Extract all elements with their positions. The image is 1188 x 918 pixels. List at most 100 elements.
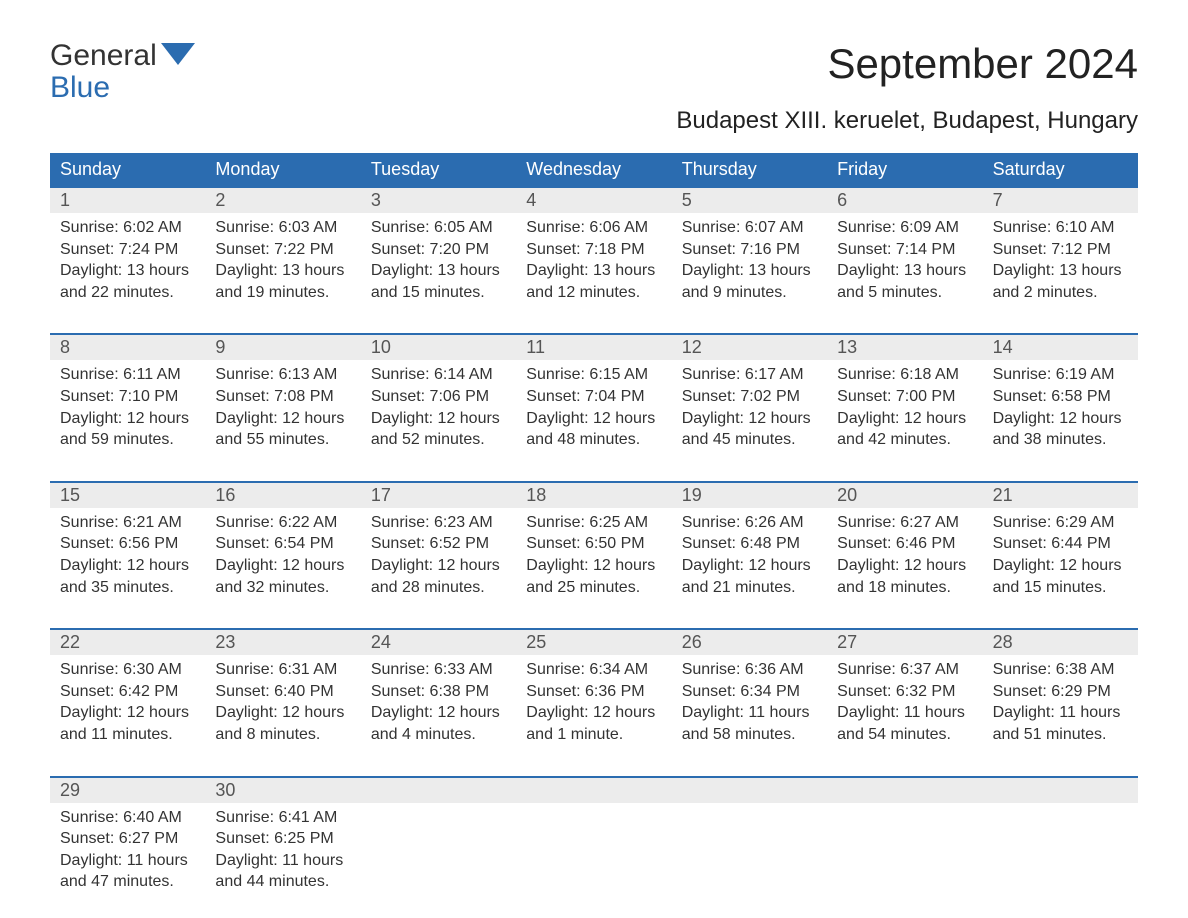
logo-text-top: General — [50, 40, 157, 72]
day-sunset: Sunset: 7:10 PM — [60, 386, 195, 408]
calendar-week: 22232425262728Sunrise: 6:30 AMSunset: 6:… — [50, 628, 1138, 755]
day-sunset: Sunset: 6:29 PM — [993, 681, 1128, 703]
day-sunrise: Sunrise: 6:31 AM — [215, 659, 350, 681]
day-number: 7 — [983, 188, 1138, 213]
day-number: 28 — [983, 630, 1138, 655]
day-sunrise: Sunrise: 6:34 AM — [526, 659, 661, 681]
day-number — [672, 778, 827, 803]
day-cell: Sunrise: 6:27 AMSunset: 6:46 PMDaylight:… — [827, 508, 982, 608]
day-d2: and 22 minutes. — [60, 282, 195, 304]
page-subtitle: Budapest XIII. keruelet, Budapest, Hunga… — [50, 107, 1138, 135]
page-title: September 2024 — [827, 40, 1138, 88]
day-sunrise: Sunrise: 6:18 AM — [837, 364, 972, 386]
day-sunset: Sunset: 6:34 PM — [682, 681, 817, 703]
day-sunset: Sunset: 6:36 PM — [526, 681, 661, 703]
day-sunset: Sunset: 6:48 PM — [682, 533, 817, 555]
day-sunrise: Sunrise: 6:10 AM — [993, 217, 1128, 239]
day-cell — [672, 803, 827, 903]
day-sunset: Sunset: 7:12 PM — [993, 239, 1128, 261]
day-sunrise: Sunrise: 6:06 AM — [526, 217, 661, 239]
day-sunrise: Sunrise: 6:23 AM — [371, 512, 506, 534]
day-d1: Daylight: 13 hours — [371, 260, 506, 282]
day-d2: and 48 minutes. — [526, 429, 661, 451]
day-d2: and 11 minutes. — [60, 724, 195, 746]
day-d2: and 58 minutes. — [682, 724, 817, 746]
day-number: 24 — [361, 630, 516, 655]
day-sunset: Sunset: 7:20 PM — [371, 239, 506, 261]
day-d2: and 44 minutes. — [215, 871, 350, 893]
day-sunset: Sunset: 7:22 PM — [215, 239, 350, 261]
day-cell: Sunrise: 6:05 AMSunset: 7:20 PMDaylight:… — [361, 213, 516, 313]
day-cell: Sunrise: 6:22 AMSunset: 6:54 PMDaylight:… — [205, 508, 360, 608]
day-d1: Daylight: 12 hours — [215, 408, 350, 430]
day-d2: and 51 minutes. — [993, 724, 1128, 746]
day-d1: Daylight: 12 hours — [837, 555, 972, 577]
day-d2: and 32 minutes. — [215, 577, 350, 599]
day-number: 26 — [672, 630, 827, 655]
day-sunset: Sunset: 7:24 PM — [60, 239, 195, 261]
day-sunrise: Sunrise: 6:22 AM — [215, 512, 350, 534]
day-sunset: Sunset: 6:52 PM — [371, 533, 506, 555]
day-sunrise: Sunrise: 6:05 AM — [371, 217, 506, 239]
day-cell: Sunrise: 6:18 AMSunset: 7:00 PMDaylight:… — [827, 360, 982, 460]
day-cell: Sunrise: 6:34 AMSunset: 6:36 PMDaylight:… — [516, 655, 671, 755]
day-d2: and 59 minutes. — [60, 429, 195, 451]
day-cell: Sunrise: 6:07 AMSunset: 7:16 PMDaylight:… — [672, 213, 827, 313]
day-d1: Daylight: 12 hours — [60, 408, 195, 430]
day-d1: Daylight: 12 hours — [60, 555, 195, 577]
day-number: 4 — [516, 188, 671, 213]
day-number: 17 — [361, 483, 516, 508]
day-d2: and 1 minute. — [526, 724, 661, 746]
day-cell: Sunrise: 6:26 AMSunset: 6:48 PMDaylight:… — [672, 508, 827, 608]
day-d2: and 9 minutes. — [682, 282, 817, 304]
day-cell: Sunrise: 6:29 AMSunset: 6:44 PMDaylight:… — [983, 508, 1138, 608]
dow-sunday: Sunday — [50, 153, 205, 186]
dow-header-row: Sunday Monday Tuesday Wednesday Thursday… — [50, 153, 1138, 186]
day-d1: Daylight: 12 hours — [993, 408, 1128, 430]
day-sunset: Sunset: 7:02 PM — [682, 386, 817, 408]
day-sunrise: Sunrise: 6:36 AM — [682, 659, 817, 681]
dow-thursday: Thursday — [672, 153, 827, 186]
day-sunset: Sunset: 6:44 PM — [993, 533, 1128, 555]
day-sunrise: Sunrise: 6:03 AM — [215, 217, 350, 239]
calendar-grid: Sunday Monday Tuesday Wednesday Thursday… — [50, 153, 1138, 903]
day-cell: Sunrise: 6:11 AMSunset: 7:10 PMDaylight:… — [50, 360, 205, 460]
day-d1: Daylight: 12 hours — [837, 408, 972, 430]
day-sunset: Sunset: 6:54 PM — [215, 533, 350, 555]
day-sunset: Sunset: 6:42 PM — [60, 681, 195, 703]
day-number: 19 — [672, 483, 827, 508]
day-cell: Sunrise: 6:30 AMSunset: 6:42 PMDaylight:… — [50, 655, 205, 755]
day-sunset: Sunset: 7:06 PM — [371, 386, 506, 408]
day-d1: Daylight: 11 hours — [993, 702, 1128, 724]
day-d2: and 52 minutes. — [371, 429, 506, 451]
day-number: 8 — [50, 335, 205, 360]
day-number: 27 — [827, 630, 982, 655]
day-number: 11 — [516, 335, 671, 360]
day-d2: and 15 minutes. — [371, 282, 506, 304]
day-d2: and 18 minutes. — [837, 577, 972, 599]
day-number: 6 — [827, 188, 982, 213]
day-number — [827, 778, 982, 803]
day-cell: Sunrise: 6:14 AMSunset: 7:06 PMDaylight:… — [361, 360, 516, 460]
day-d2: and 55 minutes. — [215, 429, 350, 451]
day-sunrise: Sunrise: 6:27 AM — [837, 512, 972, 534]
day-d2: and 45 minutes. — [682, 429, 817, 451]
day-sunrise: Sunrise: 6:14 AM — [371, 364, 506, 386]
day-d2: and 38 minutes. — [993, 429, 1128, 451]
day-cell: Sunrise: 6:36 AMSunset: 6:34 PMDaylight:… — [672, 655, 827, 755]
day-number: 12 — [672, 335, 827, 360]
day-number: 30 — [205, 778, 360, 803]
day-cell: Sunrise: 6:37 AMSunset: 6:32 PMDaylight:… — [827, 655, 982, 755]
day-d1: Daylight: 11 hours — [837, 702, 972, 724]
day-d2: and 47 minutes. — [60, 871, 195, 893]
day-cell: Sunrise: 6:09 AMSunset: 7:14 PMDaylight:… — [827, 213, 982, 313]
day-d1: Daylight: 12 hours — [215, 555, 350, 577]
day-sunset: Sunset: 6:38 PM — [371, 681, 506, 703]
day-number: 25 — [516, 630, 671, 655]
dow-saturday: Saturday — [983, 153, 1138, 186]
day-cell: Sunrise: 6:10 AMSunset: 7:12 PMDaylight:… — [983, 213, 1138, 313]
day-number: 20 — [827, 483, 982, 508]
day-number: 3 — [361, 188, 516, 213]
day-sunrise: Sunrise: 6:13 AM — [215, 364, 350, 386]
day-d1: Daylight: 12 hours — [60, 702, 195, 724]
